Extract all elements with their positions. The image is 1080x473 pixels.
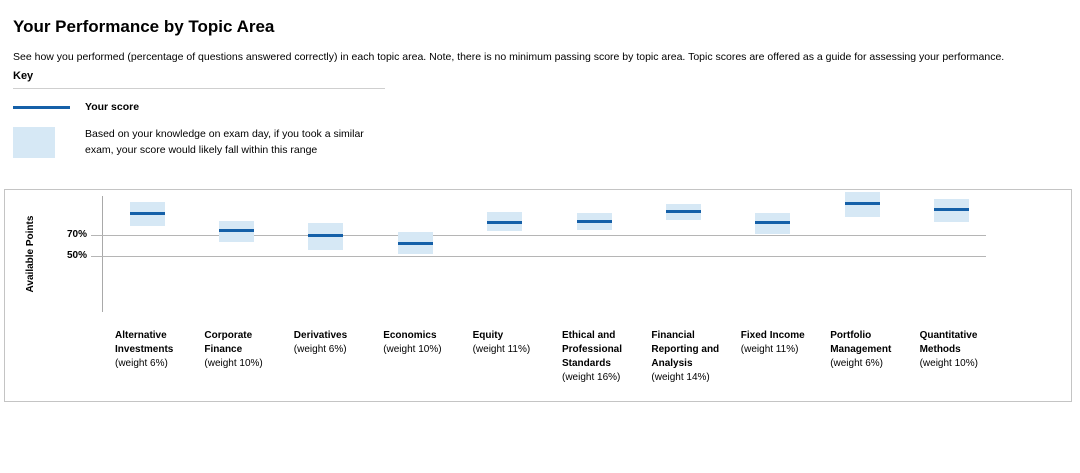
your-score-legend-label: Your score [85, 101, 140, 113]
your-score-line [487, 221, 523, 225]
your-score-line-swatch [13, 106, 70, 109]
your-score-line [755, 221, 791, 225]
likely-range-band-swatch [13, 127, 55, 158]
topic-label: Financial Reporting and Analysis (weight … [651, 329, 735, 385]
topic-weight: (weight 10%) [919, 358, 978, 369]
page-title: Your Performance by Topic Area [13, 17, 275, 37]
topic-weight: (weight 16%) [562, 372, 621, 383]
topic-weight: (weight 10%) [383, 344, 442, 355]
topic-name: Derivatives [293, 330, 348, 341]
topic-weight: (weight 14%) [651, 372, 710, 383]
y-axis-line [102, 196, 103, 312]
topic-label: Alternative Investments (weight 6%) [115, 329, 199, 371]
topic-label: Portfolio Management (weight 6%) [830, 329, 914, 371]
your-score-line [218, 228, 254, 232]
topic-weight: (weight 6%) [115, 358, 168, 369]
topic-name: Financial Reporting and Analysis [651, 330, 720, 369]
topic-label: Derivatives (weight 6%) [294, 329, 378, 357]
topic-label: Ethical and Professional Standards (weigh… [562, 329, 646, 385]
topic-name: Alternative Investments [115, 330, 174, 355]
page-description: See how you performed (percentage of que… [13, 50, 1005, 63]
topic-name: Corporate Finance [204, 330, 253, 355]
topic-name: Ethical and Professional Standards [562, 330, 623, 369]
topic-performance-chart: Available Points 70% 50% Alternative Inves… [4, 189, 1072, 402]
y-tick-label-70: 70% [66, 229, 87, 241]
topic-name: Fixed Income [740, 330, 805, 341]
legend-divider [13, 88, 385, 89]
legend-heading: Key [13, 70, 34, 83]
topic-label: Corporate Finance (weight 10%) [204, 329, 288, 371]
topic-label: Fixed Income (weight 11%) [741, 329, 825, 357]
gridline-70 [91, 235, 986, 237]
topic-label: Equity (weight 11%) [473, 329, 557, 357]
topic-name: Quantitative Methods [919, 330, 978, 355]
topic-label: Economics (weight 10%) [383, 329, 467, 357]
topic-name: Economics [383, 330, 437, 341]
gridline-50 [91, 256, 986, 258]
topic-weight: (weight 11%) [472, 344, 531, 355]
your-score-line [934, 207, 970, 211]
topic-label: Quantitative Methods (weight 10%) [920, 329, 1004, 371]
your-score-line [397, 242, 433, 246]
topic-weight: (weight 6%) [293, 344, 347, 355]
your-score-line [576, 220, 612, 224]
topic-weight: (weight 10%) [204, 358, 263, 369]
y-tick-label-50: 50% [66, 250, 87, 262]
topic-weight: (weight 11%) [740, 344, 799, 355]
your-score-line [844, 202, 880, 206]
topic-name: Portfolio Management [830, 330, 892, 355]
topic-name: Equity [472, 330, 504, 341]
your-score-line [665, 209, 701, 213]
y-axis-label: Available Points [25, 215, 36, 293]
your-score-line [129, 211, 165, 215]
your-score-line [308, 233, 344, 237]
topic-weight: (weight 6%) [830, 358, 883, 369]
likely-range-legend-label: Based on your knowledge on exam day, if … [85, 128, 364, 156]
